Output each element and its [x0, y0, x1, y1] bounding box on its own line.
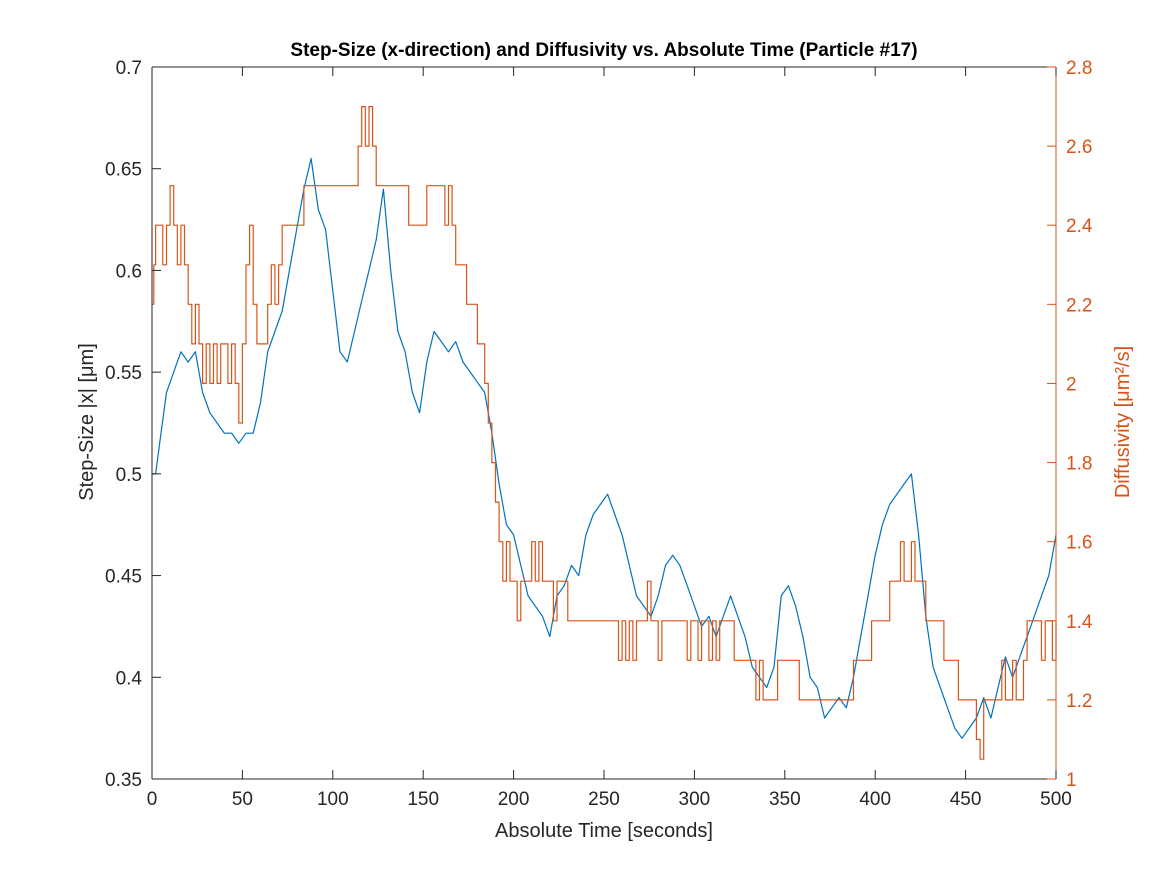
series-line-diffusivity	[152, 106, 1057, 760]
y-tick-label-left: 0.35	[105, 770, 142, 791]
x-tick-label: 200	[498, 789, 530, 810]
y-axis-label-left: Step-Size |x| [μm]	[76, 343, 98, 501]
y-tick-label-right: 1.6	[1066, 533, 1092, 554]
x-tick-label: 350	[769, 789, 801, 810]
y-tick-label-left: 0.4	[116, 668, 143, 689]
y-tick-label-right: 2.2	[1066, 295, 1092, 316]
y-tick-label-right: 2.6	[1066, 137, 1092, 158]
series-line-step-size	[152, 157, 1057, 739]
y-tick-label-left: 0.65	[105, 160, 142, 181]
y-axis-label-right: Diffusivity [μm²/s]	[1112, 346, 1134, 498]
y-tick-label-left: 0.55	[105, 363, 142, 384]
chart-title: Step-Size (x-direction) and Diffusivity …	[290, 40, 917, 61]
y-tick-label-left: 0.5	[116, 465, 142, 486]
y-tick-label-right: 1	[1066, 770, 1077, 791]
axes-layer: 0 50 100 150 200 250 300 350 400 450 500 0.35 0.4 0.4…	[105, 58, 1093, 810]
x-tick-label: 450	[950, 789, 982, 810]
x-tick-label: 400	[859, 789, 891, 810]
x-tick-label: 0	[147, 789, 158, 810]
y-tick-label-right: 1.8	[1066, 454, 1092, 475]
y-tick-label-left: 0.7	[116, 58, 142, 79]
y-tick-label-left: 0.6	[116, 261, 142, 282]
y-tick-label-right: 2.4	[1066, 216, 1093, 237]
plot-area	[152, 106, 1057, 760]
y-tick-label-left: 0.45	[105, 567, 142, 588]
x-tick-label: 300	[679, 789, 711, 810]
x-tick-label: 50	[232, 789, 253, 810]
y-tick-label-right: 2	[1066, 374, 1077, 395]
x-tick-label: 250	[588, 789, 620, 810]
x-tick-label: 150	[407, 789, 439, 810]
y-tick-label-right: 1.2	[1066, 691, 1092, 712]
y-tick-label-right: 1.4	[1066, 612, 1093, 633]
x-tick-label: 100	[317, 789, 349, 810]
x-tick-label: 500	[1040, 789, 1072, 810]
x-axis-label: Absolute Time [seconds]	[495, 820, 713, 842]
y-tick-label-right: 2.8	[1066, 58, 1092, 79]
